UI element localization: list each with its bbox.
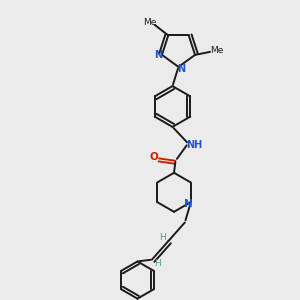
Text: H: H [154, 259, 161, 268]
Text: O: O [149, 152, 158, 162]
Text: Me: Me [210, 46, 223, 55]
Text: Me: Me [143, 18, 156, 27]
Text: N: N [177, 64, 185, 74]
Text: H: H [159, 233, 166, 242]
Text: N: N [184, 199, 192, 208]
Text: N: N [154, 50, 162, 60]
Text: NH: NH [187, 140, 203, 150]
